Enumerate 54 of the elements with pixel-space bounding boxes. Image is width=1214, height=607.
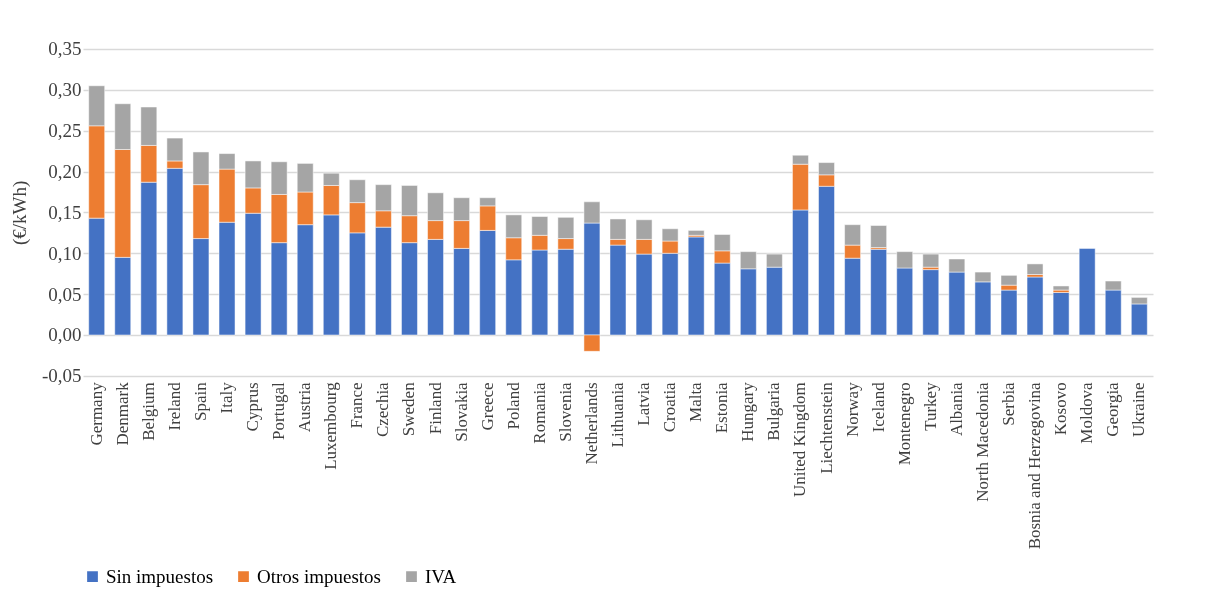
x-tick-label: Spain — [190, 381, 210, 422]
legend-label: IVA — [425, 565, 457, 587]
x-tick-label: Denmark — [112, 381, 132, 446]
x-tick-label: Lithuania — [608, 381, 627, 448]
x-tick-label: Croatia — [660, 381, 680, 433]
y-tick-label: -0,05 — [41, 365, 82, 387]
y-tick-label: 0,35 — [48, 38, 82, 60]
x-tick-label: Portugal — [269, 382, 289, 440]
x-tick-label: Iceland — [868, 381, 888, 433]
x-tick-label: Greece — [477, 382, 497, 431]
legend-label: Sin impuestos — [106, 565, 214, 587]
x-tick-label: Austria — [295, 381, 315, 433]
x-tick-label: Bulgaria — [764, 381, 784, 441]
x-tick-label: Liechtenstein — [816, 381, 836, 474]
x-tick-label: France — [347, 382, 367, 429]
x-tick-label: Moldova — [1077, 381, 1097, 444]
x-tick-label: Malta — [686, 381, 706, 422]
x-tick-label: United Kingdom — [790, 382, 810, 497]
x-tick-label: Slovenia — [555, 381, 575, 442]
x-tick-label: Sweden — [399, 381, 419, 437]
x-tick-label: Ukraine — [1129, 382, 1149, 438]
y-tick-label: 0,15 — [48, 201, 82, 223]
x-tick-label: Italy — [217, 381, 237, 414]
x-tick-label: Hungary — [738, 381, 758, 442]
x-tick-label: Kosovo — [1051, 382, 1071, 436]
x-tick-label: Ireland — [164, 381, 184, 431]
x-tick-label: Romania — [529, 381, 549, 444]
x-tick-label: Poland — [503, 381, 523, 430]
x-tick-label: Estonia — [712, 381, 732, 434]
y-tick-label: 0,30 — [48, 79, 82, 101]
x-tick-label: Serbia — [998, 381, 1018, 426]
x-tick-label: Bosnia and Herzegovina — [1025, 381, 1045, 550]
x-tick-label: Slovakia — [451, 381, 471, 442]
x-tick-label: Norway — [842, 381, 862, 438]
x-tick-label: Belgium — [138, 382, 158, 441]
x-tick-label: Turkey — [920, 381, 940, 431]
x-tick-label: Latvia — [634, 381, 654, 426]
x-tick-label: Germany — [86, 381, 106, 446]
y-tick-label: 0,05 — [48, 283, 82, 305]
x-tick-label: Georgia — [1103, 381, 1123, 437]
x-tick-label: Montenegro — [894, 382, 914, 466]
x-tick-label: Netherlands — [581, 382, 601, 465]
x-tick-label: Czechia — [373, 381, 393, 438]
x-tick-label: North Macedonia — [972, 381, 992, 502]
y-tick-label: 0,00 — [48, 324, 82, 346]
y-tick-label: 0,10 — [48, 242, 82, 264]
legend-label: Otros impuestos — [257, 565, 381, 587]
x-tick-label: Luxembourg — [321, 381, 341, 470]
x-tick-label: Finland — [425, 381, 445, 435]
x-tick-label: Albania — [946, 381, 966, 437]
y-axis-title: (€/kWh) — [8, 180, 31, 246]
y-tick-label: 0,20 — [48, 161, 82, 183]
y-tick-label: 0,25 — [48, 120, 82, 142]
x-tick-label: Cyprus — [243, 382, 263, 432]
